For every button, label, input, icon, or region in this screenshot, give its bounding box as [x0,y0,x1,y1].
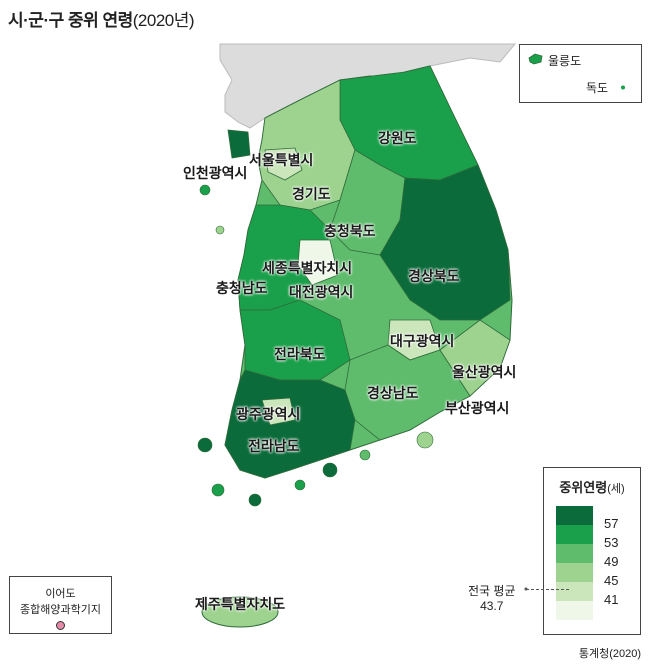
label-busan: 부산광역시 [445,400,510,416]
ulleungdo-label: 울릉도 [548,54,582,68]
ieodo-station: 종합해양과학기지 [20,604,101,616]
jeonnam-region [224,369,356,479]
south-island [294,479,306,491]
jeju-island [201,596,279,628]
title-year: (2020년) [132,11,195,30]
label-gangwon: 강원도 [378,130,417,146]
west-sea-island [199,184,211,196]
dokdo-label: 독도 [586,81,609,95]
legend-swatch [556,601,593,620]
label-sejong: 세종특별자치시 [262,260,353,276]
south-island [359,449,371,461]
label-gyeongnam: 경상남도 [367,385,419,401]
label-jeonnam: 전라남도 [248,438,300,454]
gwangju-region [261,397,296,426]
label-jeonbuk: 전라북도 [274,346,326,362]
legend: 중위연령(세) 57 53 49 45 41 [543,467,641,635]
legend-swatch [556,544,593,563]
legend-tick: 41 [604,592,619,607]
legend-tick: 45 [604,573,619,588]
legend-swatch [556,506,593,525]
legend-tick: 53 [604,535,619,550]
label-gyeongbuk: 경상북도 [408,268,460,284]
label-seoul: 서울특별시 [249,152,314,168]
legend-title: 중위연령(세) [559,480,625,495]
title-text: 시·군·구 중위 연령 [8,11,133,30]
label-jeju: 제주특별자치도 [195,596,286,612]
southwest-island [197,437,213,453]
national-average-label: 전국 평균 [468,584,516,598]
sejong-daejeon-region [297,239,339,286]
legend-swatch [556,525,593,544]
national-average: 전국 평균 43.7 [468,584,516,614]
legend-tick: 49 [604,554,619,569]
label-ulsan: 울산광역시 [452,364,517,380]
label-daejeon: 대전광역시 [289,284,354,300]
geoje-island [416,431,434,449]
source-note: 통계청(2020) [578,648,641,660]
ieodo-marker-icon [56,621,65,630]
national-average-leader [526,589,569,590]
national-average-value: 43.7 [480,599,504,613]
south-island [322,462,338,478]
ulleungdo-inset: 울릉도 독도 [519,44,642,103]
ieodo-name: 이어도 [45,588,76,600]
dokdo-island-icon [621,85,625,90]
southwest-island [211,483,225,497]
seoul-region [264,147,303,181]
ulsan-busan-region [439,319,511,397]
ulleungdo-island-icon [528,53,543,65]
south-island [248,493,262,507]
label-chungnam: 충청남도 [216,280,268,296]
west-sea-island [215,225,225,235]
label-gwangju: 광주광역시 [236,406,301,422]
label-gyeonggi: 경기도 [292,186,331,202]
legend-swatch [556,582,593,601]
label-daegu: 대구광역시 [390,333,455,349]
label-chungbuk: 충청북도 [324,223,376,239]
ganghwa-island [227,129,251,159]
map-title: 시·군·구 중위 연령(2020년) [8,6,195,31]
label-incheon: 인천광역시 [183,165,248,181]
legend-swatch [556,563,593,582]
ieodo-inset: 이어도 종합해양과학기지 [9,576,112,634]
jeonbuk-region [239,299,351,381]
legend-tick: 57 [604,516,619,531]
